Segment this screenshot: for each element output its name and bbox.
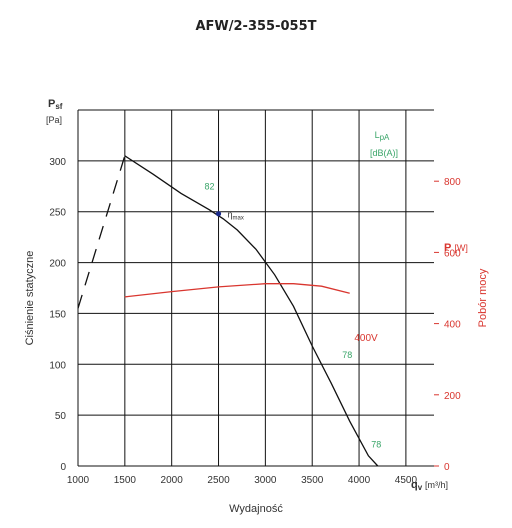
y2-tick-label: 600 bbox=[444, 248, 461, 259]
power-curve bbox=[124, 283, 350, 298]
y2-tick-label: 800 bbox=[444, 177, 461, 188]
x-tick-label: 2500 bbox=[207, 475, 230, 486]
x-tick-label: 2000 bbox=[161, 475, 184, 486]
x-tick-label: 1500 bbox=[114, 475, 137, 486]
chart-title: AFW/2-355-055T bbox=[195, 19, 316, 34]
y-tick-label: 200 bbox=[49, 259, 66, 270]
axis-labels: Psf [Pa] Ciśnienie statyczne qv [m³/h] Wydajn… bbox=[24, 98, 489, 515]
pressure-curve bbox=[124, 155, 379, 467]
sound-level-label: 82 bbox=[204, 181, 214, 191]
sound-level-label: 78 bbox=[342, 350, 352, 360]
sound-level-label: 78 bbox=[371, 440, 381, 450]
tick-labels: 1000 1500 2000 2500 3000 3500 4000 450005010015… bbox=[49, 157, 461, 486]
y-axis-unit: [Pa] bbox=[46, 115, 62, 125]
y-tick-label: 300 bbox=[49, 157, 66, 168]
voltage-label: 400V bbox=[354, 333, 378, 344]
y-tick-label: 250 bbox=[49, 208, 66, 219]
y2-tick-label: 400 bbox=[444, 320, 461, 331]
y2-tick-label: 200 bbox=[444, 391, 461, 402]
x-tick-label: 3000 bbox=[254, 475, 277, 486]
y2-tick-label: 0 bbox=[444, 462, 450, 473]
y-tick-label: 100 bbox=[49, 360, 66, 371]
x-tick-label: 4500 bbox=[395, 475, 418, 486]
series-layer bbox=[77, 155, 379, 467]
y-tick-label: 50 bbox=[55, 411, 67, 422]
eta-max-marker bbox=[215, 211, 222, 217]
sound-label-unit: [dB(A)] bbox=[370, 148, 398, 158]
x-tick-label: 3500 bbox=[301, 475, 324, 486]
sound-label-symbol: LpA bbox=[375, 130, 390, 142]
grid bbox=[77, 109, 439, 467]
x-tick-label: 1000 bbox=[67, 475, 90, 486]
y-axis-title: Ciśnienie statyczne bbox=[24, 251, 36, 346]
x-axis-symbol: qv bbox=[411, 479, 423, 492]
x-axis-title: Wydajność bbox=[229, 503, 283, 515]
stall-limit-line bbox=[77, 155, 126, 309]
y-axis-symbol: Psf bbox=[48, 98, 63, 111]
y2-axis-symbol: P [W] bbox=[444, 242, 468, 254]
y-tick-label: 0 bbox=[60, 462, 66, 473]
x-tick-label: 4000 bbox=[348, 475, 371, 486]
y2-axis-title: Pobór mocy bbox=[477, 268, 489, 327]
y-tick-label: 150 bbox=[49, 309, 66, 320]
x-axis-unit: [m³/h] bbox=[425, 480, 448, 490]
